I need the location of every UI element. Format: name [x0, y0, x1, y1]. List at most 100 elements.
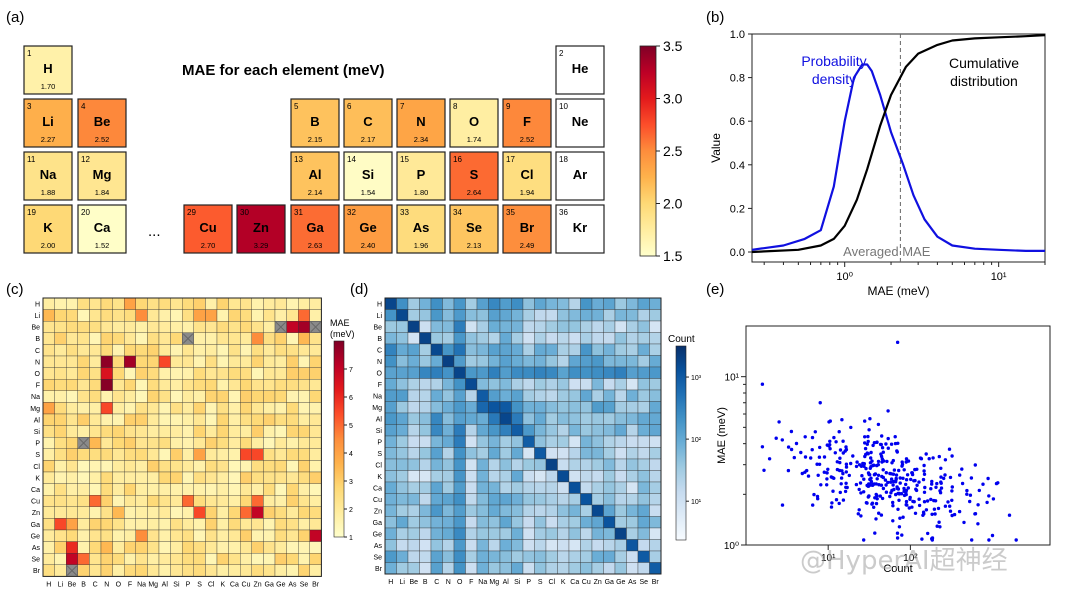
- heatmap-cell: [228, 390, 241, 403]
- element-mae-value: 2.00: [41, 241, 56, 250]
- heatmap-cell: [522, 458, 535, 471]
- heatmap-cell: [286, 460, 299, 473]
- heatmap-cell: [298, 425, 310, 438]
- row-label: H: [377, 301, 382, 308]
- heatmap-cell: [216, 448, 229, 461]
- heatmap-cell: [453, 366, 466, 379]
- heatmap-cell: [240, 321, 252, 333]
- heatmap-cell: [42, 564, 55, 577]
- heatmap-cell: [298, 355, 310, 368]
- heatmap-cell: [100, 529, 113, 542]
- scatter-point: [1007, 513, 1012, 517]
- row-label: Al: [34, 417, 41, 424]
- heatmap-cell: [170, 425, 183, 438]
- heatmap-cell: [89, 460, 102, 473]
- scatter-point: [810, 435, 815, 440]
- heatmap-cell: [499, 539, 512, 552]
- heatmap-cell: [568, 539, 581, 552]
- heatmap-cell: [384, 493, 397, 506]
- row-label: C: [377, 347, 382, 354]
- heatmap-cell: [534, 332, 547, 345]
- colorbar-tick-label: 3.5: [663, 38, 683, 54]
- column-label: Al: [162, 581, 169, 588]
- scatter-point: [862, 538, 866, 542]
- heatmap-cell: [158, 379, 171, 391]
- heatmap-cell: [419, 493, 432, 506]
- heatmap-cell: [591, 481, 604, 494]
- heatmap-cell: [228, 564, 241, 577]
- heatmap-cell: [557, 562, 570, 575]
- heatmap-cell: [100, 332, 113, 345]
- heatmap-cell: [170, 332, 183, 345]
- scatter-point: [937, 520, 941, 524]
- heatmap-cell: [649, 447, 662, 460]
- scatter-point: [908, 497, 912, 501]
- heatmap-cell: [407, 389, 420, 402]
- heatmap-cell: [228, 483, 241, 496]
- heatmap-cell: [216, 495, 229, 507]
- scatter-point: [862, 462, 866, 466]
- heatmap-cell: [135, 495, 148, 507]
- column-label: Li: [58, 581, 64, 588]
- heatmap-cell: [77, 541, 90, 554]
- heatmap-cell: [100, 495, 113, 507]
- y-tick-label: 0.2: [730, 203, 745, 215]
- heatmap-cell: [135, 355, 148, 368]
- heatmap-cell: [580, 309, 593, 322]
- heatmap-cell: [54, 564, 67, 577]
- heatmap-cell: [568, 401, 581, 414]
- heatmap-cell: [545, 458, 558, 471]
- heatmap-cell: [66, 437, 78, 449]
- heatmap-cell: [407, 412, 420, 425]
- heatmap-cell: [591, 424, 604, 437]
- heatmap-cell: [637, 424, 650, 437]
- heatmap-cell: [430, 424, 443, 437]
- scatter-point: [897, 498, 901, 502]
- heatmap-cell: [407, 332, 420, 345]
- heatmap-cell: [147, 402, 160, 415]
- colorbar-tick-label: 2.5: [663, 143, 683, 159]
- scatter-point: [939, 466, 943, 470]
- scatter-point: [929, 487, 933, 491]
- scatter-point: [976, 503, 980, 507]
- heatmap-cell: [603, 435, 616, 448]
- row-label: As: [374, 543, 383, 550]
- heatmap-cell: [274, 297, 287, 310]
- heatmap-cell: [182, 297, 194, 310]
- heatmap-cell: [228, 529, 241, 542]
- heatmap-cell: [649, 412, 662, 425]
- heatmap-cell: [603, 320, 616, 333]
- scatter-point: [922, 463, 926, 468]
- heatmap-cell: [54, 413, 67, 426]
- element-number: 16: [453, 155, 462, 164]
- scatter-point: [902, 493, 907, 498]
- heatmap-cell: [557, 424, 570, 437]
- scatter-point: [896, 507, 900, 511]
- heatmap-cell: [430, 504, 443, 517]
- heatmap-cell: [298, 297, 310, 310]
- heatmap-cell: [522, 309, 535, 322]
- heatmap-cell: [453, 401, 466, 414]
- scatter-point: [869, 476, 873, 480]
- heatmap-cell: [407, 401, 420, 414]
- heatmap-cell: [193, 483, 206, 496]
- heatmap-cell: [54, 402, 67, 415]
- scatter-point: [774, 436, 778, 440]
- heatmap-cell: [488, 470, 501, 483]
- heatmap-cell: [580, 320, 593, 333]
- scatter-point: [950, 489, 954, 493]
- scatter-point: [811, 503, 815, 507]
- heatmap-cell: [89, 437, 102, 449]
- heatmap-cell: [274, 355, 287, 368]
- scatter-point: [898, 476, 902, 480]
- heatmap-cell: [216, 506, 229, 519]
- heatmap-cell: [228, 344, 241, 357]
- scatter-point: [888, 480, 893, 484]
- heatmap-cell: [419, 562, 432, 575]
- heatmap-cell: [66, 495, 78, 507]
- scatter-point: [780, 503, 785, 507]
- scatter-point: [871, 443, 875, 448]
- scatter-point: [985, 500, 989, 505]
- heatmap-cell: [274, 448, 287, 461]
- column-label: Si: [173, 581, 180, 588]
